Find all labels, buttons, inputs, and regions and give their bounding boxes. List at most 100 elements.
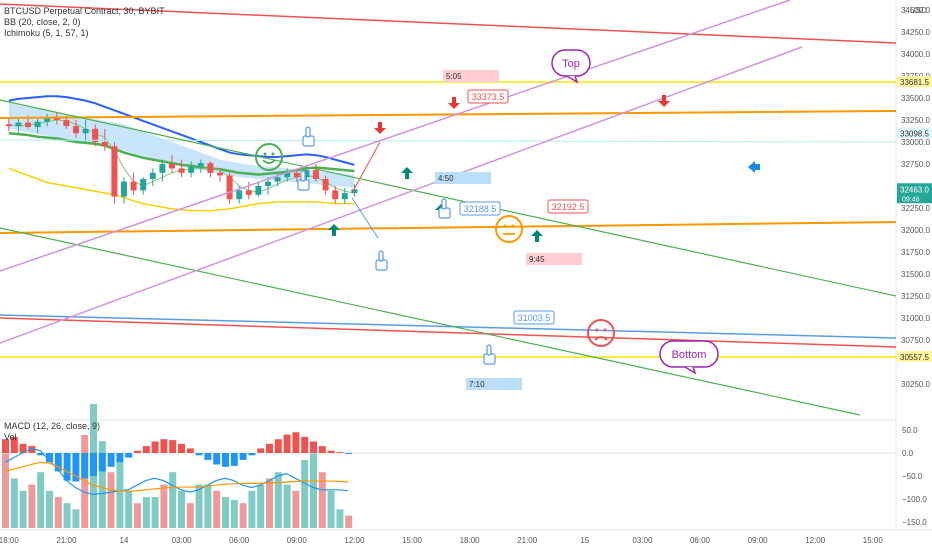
candle-body: [169, 164, 175, 169]
axes: 34500.034250.034000.033750.033500.033250…: [0, 6, 932, 545]
face-mouth: [262, 159, 276, 164]
macd-hist-bar: [336, 452, 344, 454]
macd-legend: MACD (12, 26, close, 9) Vol: [4, 421, 100, 443]
price-label-box: [513, 310, 555, 325]
bb-legend[interactable]: BB (20, close, 2, 0): [4, 17, 81, 27]
face-eye-left: [263, 152, 267, 156]
macd-hist-bar: [107, 453, 115, 467]
candle-body: [351, 189, 358, 194]
volume-bar: [46, 490, 53, 528]
pointing-hand-icon: [375, 250, 388, 271]
macd-hist-bar: [63, 453, 71, 481]
face-outline: [255, 143, 283, 171]
price-label-box: [547, 199, 589, 214]
price-badge: [897, 76, 932, 88]
price-tick-label: 34250.0: [901, 28, 930, 37]
time-box: [443, 70, 499, 82]
volume-bar: [98, 441, 106, 528]
candle-body: [284, 172, 291, 178]
hand-finger: [486, 344, 492, 356]
candle-body: [73, 126, 79, 134]
bb-lower-line: [8, 167, 355, 212]
timebox-945: 9:45: [526, 253, 582, 265]
candle-body: [159, 164, 166, 173]
macd-hist-bar: [318, 446, 326, 453]
timebox-505: 5:05: [443, 70, 499, 82]
macd-hist-bar: [169, 440, 177, 453]
time-tick-label: 03:00: [632, 536, 653, 545]
candle-body: [207, 163, 214, 173]
volume-bar: [345, 515, 353, 528]
volume-bar: [19, 490, 27, 528]
cloud-area: [8, 102, 355, 188]
projection-down: [351, 197, 379, 239]
hand-finger: [305, 126, 311, 138]
macd-hist-bar: [310, 441, 317, 453]
pointing-hand-icon: [438, 198, 451, 219]
volume-bar: [292, 490, 300, 528]
price-label-text: 32192.5: [552, 202, 585, 212]
macd-tick-label: −50.0: [902, 472, 923, 481]
drawing-lines[interactable]: [0, 0, 897, 416]
macd-hist-bar: [213, 453, 221, 465]
currency-label[interactable]: ⋮USD: [902, 6, 927, 15]
macd-hist-bar: [37, 453, 45, 456]
macd-hist-bar: [186, 448, 194, 453]
ichimoku-legend[interactable]: Ichimoku (5, 1, 57, 1): [4, 28, 89, 38]
face-outline: [495, 215, 523, 243]
callout-text: Bottom: [672, 349, 707, 361]
volume-bar: [266, 478, 273, 528]
volume-bar: [274, 472, 282, 528]
time-box: [435, 172, 491, 184]
macd-hist-bar: [90, 453, 97, 476]
macd-tick-label: −100.0: [902, 495, 927, 504]
menu-glyph: ⋮: [902, 6, 910, 15]
macd-hist-bar: [142, 446, 150, 453]
annotations[interactable]: 33373.5 32188.5 32192.5 31003.5 5:05 4:50 9:45…: [255, 49, 760, 390]
volume-bar: [125, 490, 133, 528]
volume-bar: [28, 484, 36, 528]
face-mouth: [594, 336, 608, 341]
timebox-710: 7:10: [466, 378, 522, 390]
callout-top: Top: [551, 49, 591, 84]
sell-arrow-icon: [374, 122, 386, 134]
candle-body: [44, 118, 51, 122]
macd-legend-title[interactable]: MACD (12, 26, close, 9): [4, 421, 101, 431]
macd-hist-bar: [195, 453, 203, 456]
label-32188: 32188.5: [459, 201, 501, 216]
macd-hist-bar: [125, 453, 133, 458]
candle-body: [25, 122, 31, 128]
time-tick-label: 15:00: [402, 536, 423, 545]
price-tick-label: 34000.0: [901, 50, 930, 59]
neutral-face-icon: [495, 215, 523, 243]
pointing-hand-icon: [297, 170, 310, 191]
volume-bar: [230, 500, 238, 528]
candle-body: [188, 166, 195, 173]
macd-hist-bar: [292, 432, 300, 453]
candle-body: [111, 146, 118, 197]
vol-legend-title[interactable]: Vol: [4, 432, 17, 442]
macd-tick-label: −150.0: [902, 518, 927, 527]
volume-bar: [327, 490, 335, 528]
price-tick-label: 30750.0: [901, 336, 930, 345]
price-badge: [897, 350, 932, 362]
macd-hist-bar: [230, 453, 238, 466]
price-tick-label: 32250.0: [901, 204, 930, 213]
symbol-title[interactable]: BTCUSD Perpetual Contract, 30, BYBIT: [4, 6, 165, 16]
face-eye-left: [503, 224, 507, 228]
label-32192: 32192.5: [547, 199, 589, 214]
time-tick-label: 03:00: [172, 536, 193, 545]
time-box-text: 9:45: [529, 255, 545, 264]
price-badge: [897, 183, 932, 204]
label-31003: 31003.5: [513, 310, 555, 325]
macd-hist-bar: [178, 443, 185, 453]
volume-bar: [239, 503, 247, 528]
timebox-450: 4:50: [435, 172, 491, 184]
signal-line: [4, 461, 349, 492]
price-tick-label: 32000.0: [901, 226, 930, 235]
face-eye-left: [595, 328, 599, 332]
